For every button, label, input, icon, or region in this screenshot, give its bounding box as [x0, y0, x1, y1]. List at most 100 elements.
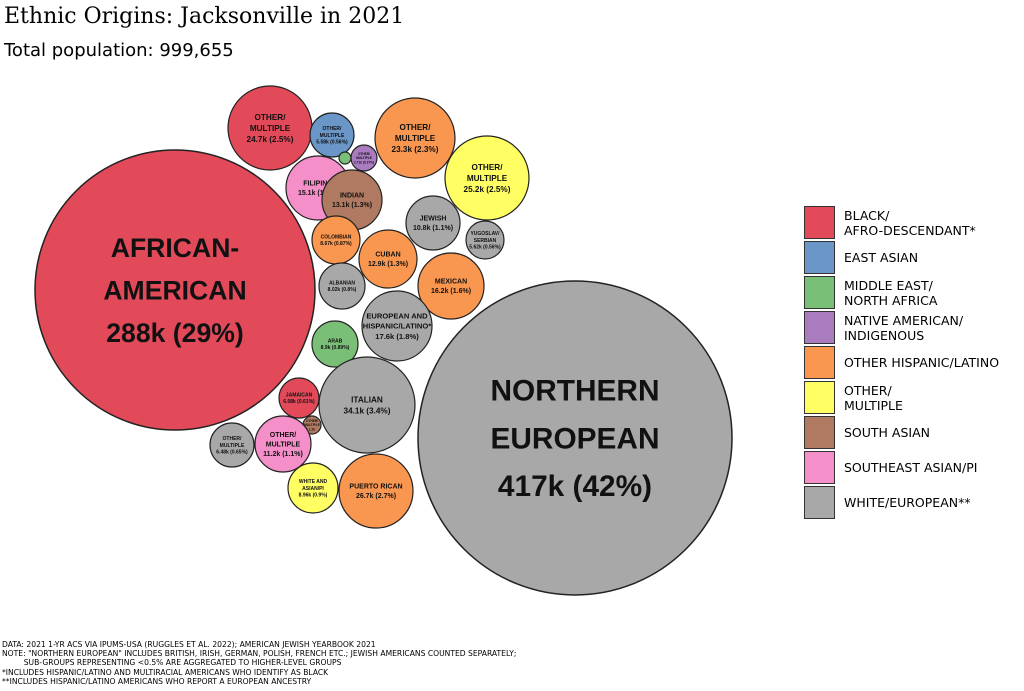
bubble-label: WHITE AND — [299, 479, 328, 485]
chart-subtitle: Total population: 999,655 — [4, 40, 234, 61]
bubble-label: ALBANIAN — [329, 280, 355, 286]
legend-swatch — [804, 241, 835, 274]
legend-label: MIDDLE EAST/ NORTH AFRICA — [844, 277, 938, 308]
bubble-label: FILIPINO — [303, 181, 333, 188]
bubble-label: OTHER/ — [255, 113, 287, 122]
bubble-circle — [278, 377, 320, 419]
bubble-label: MULTIPLE — [395, 134, 436, 143]
bubble-label: INDIAN — [340, 193, 364, 200]
legend-item: EAST ASIAN — [804, 240, 1024, 275]
bubble-value-label: 12.9k (1.3%) — [368, 261, 408, 268]
bubble-value-label: 26.7k (2.7%) — [356, 493, 396, 500]
bubble-label: YUGOSLAV/ — [470, 231, 500, 237]
legend-label: NATIVE AMERICAN/ INDIGENOUS — [844, 312, 964, 343]
chart-title: Ethnic Origins: Jacksonville in 2021 — [4, 4, 405, 29]
bubble-label: EUROPEAN AND — [366, 311, 428, 320]
bubble-value-label: 16.2k (1.6%) — [431, 288, 471, 295]
legend-label: EAST ASIAN — [844, 250, 919, 265]
bubble-label: ASIAN/PI — [302, 486, 324, 492]
bubble-value-label: 25.2k (2.5%) — [464, 185, 511, 194]
bubble-label: OTHER/ — [472, 163, 504, 172]
source-notes: DATA: 2021 1-YR ACS VIA IPUMS-USA (RUGGL… — [2, 640, 516, 686]
bubble-label: OTHER/ — [270, 432, 297, 439]
bubble-value-label: 11.2k (1.1%) — [263, 451, 303, 458]
legend-swatch — [804, 276, 835, 309]
legend-item: SOUTH ASIAN — [804, 415, 1024, 450]
bubble-value-label: 34.1k (3.4%) — [344, 406, 391, 415]
bubble-circle — [311, 320, 359, 368]
bubble: OTHER/MULTIPLE 23.3k (2.3%) — [374, 97, 456, 179]
legend-swatch — [804, 381, 835, 414]
bubble-circle — [405, 195, 461, 251]
note-line: *INCLUDES HISPANIC/LATINO AND MULTIRACIA… — [2, 667, 329, 677]
bubble-label: MULTIPLE — [220, 443, 245, 449]
bubble: EUROPEAN AND HISPANIC/LATINO*17.6k (1.8%) — [361, 290, 433, 362]
bubble: OTHER/MULTIPLE 24.7k (2.5%) — [227, 85, 313, 171]
bubble-circle — [209, 422, 255, 468]
bubble: OTHER/MULTIPLE 25.2k (2.5%) — [444, 135, 530, 221]
legend-item: NATIVE AMERICAN/ INDIGENOUS — [804, 310, 1024, 345]
bubble-value-label: 10.8k (1.1%) — [413, 225, 453, 232]
legend-item: BLACK/ AFRO-DESCENDANT* — [804, 205, 1024, 240]
legend-item: OTHER HISPANIC/LATINO — [804, 345, 1024, 380]
bubble-circle — [318, 356, 416, 454]
bubble-value-label: 13.1k (1.3%) — [332, 202, 372, 209]
legend: BLACK/ AFRO-DESCENDANT* EAST ASIAN MIDDL… — [804, 205, 1024, 520]
bubble-circle — [338, 453, 414, 529]
bubble-value-label: 417k (42%) — [498, 470, 652, 503]
bubble-label: OTHER/ — [358, 152, 370, 156]
bubble-circle — [361, 290, 433, 362]
legend-item: SOUTHEAST ASIAN/PI — [804, 450, 1024, 485]
bubble-value-label: 6.08k (0.61%) — [283, 399, 315, 405]
bubble-value-label: 15.1k (1.5%) — [298, 190, 338, 197]
legend-label: OTHER/ MULTIPLE — [844, 382, 903, 413]
legend-swatch — [804, 486, 835, 519]
bubble-circle — [338, 151, 352, 165]
bubble-label: AMERICAN — [103, 275, 246, 305]
legend-label: WHITE/EUROPEAN** — [844, 495, 971, 510]
legend-item: OTHER/ MULTIPLE — [804, 380, 1024, 415]
legend-item: WHITE/EUROPEAN** — [804, 485, 1024, 520]
bubble-circle — [350, 144, 378, 172]
bubble-circle — [358, 229, 418, 289]
bubble-label: JEWISH — [420, 216, 447, 223]
bubble-circle — [374, 97, 456, 179]
bubble-circle — [34, 149, 316, 431]
legend-swatch — [804, 206, 835, 239]
bubble-circle — [465, 220, 505, 260]
bubble-label: MULTIPLE — [356, 156, 372, 160]
bubble-circle — [444, 135, 530, 221]
bubble-value-label: 288k (29%) — [106, 318, 244, 348]
bubble-label: MULTIPLE — [320, 133, 345, 139]
bubble: AFRICAN- AMERICAN 288k (29%) — [34, 149, 316, 431]
bubble-value-label: 24.7k (2.5%) — [247, 135, 294, 144]
note-line: NOTE: "NORTHERN EUROPEAN" INCLUDES BRITI… — [2, 649, 517, 659]
bubble-label: NORTHERN — [490, 375, 659, 408]
bubble-label: MULTIPLE — [250, 124, 291, 133]
bubble-label: MULTIPLE — [266, 441, 301, 448]
bubble-label: MULTIPLE — [304, 423, 320, 427]
bubble: MEXICAN 16.2k (1.6%) — [417, 252, 485, 320]
bubble-circle — [318, 262, 366, 310]
bubble-label: PUERTO RICAN — [349, 484, 402, 491]
bubble-value-label: 8.02k (0.8%) — [328, 287, 357, 293]
bubble-label: COLOMBIAN — [321, 234, 352, 240]
bubble-value-label: 5.58k (0.56%) — [316, 140, 348, 146]
bubble-label: MULTIPLE — [467, 174, 508, 183]
bubble: CUBAN 12.9k (1.3%) — [358, 229, 418, 289]
bubble-circle — [309, 112, 355, 158]
bubble-label: ARAB — [328, 338, 343, 344]
bubble-circle — [254, 415, 312, 473]
bubble: ITALIAN 34.1k (3.4%) — [318, 356, 416, 454]
legend-swatch — [804, 311, 835, 344]
bubble-value-label: 8.96k (0.9%) — [299, 493, 328, 499]
bubble-value-label: 2.71k (0.27%) — [354, 160, 374, 164]
bubble-label: MEXICAN — [435, 279, 467, 286]
legend-label: SOUTH ASIAN — [844, 425, 931, 440]
bubble-label: OTHER/ — [223, 436, 243, 442]
